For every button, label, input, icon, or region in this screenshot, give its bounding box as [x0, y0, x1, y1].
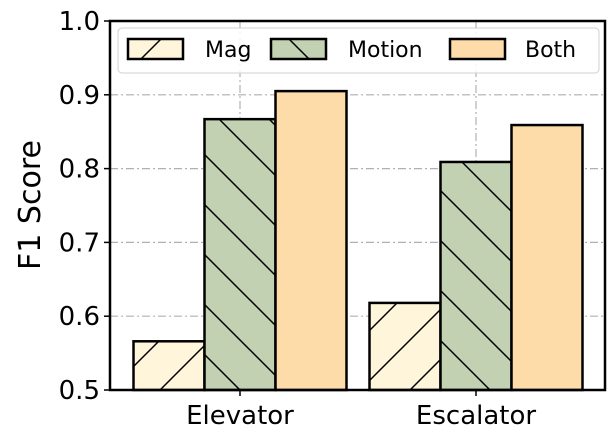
- legend-swatch-motion: [269, 37, 328, 61]
- legend-label-both: Both: [525, 38, 576, 63]
- y-axis-label: F1 Score: [13, 140, 48, 270]
- y-tick-label: 0.5: [59, 376, 100, 406]
- bar-mag-elevator: [132, 340, 206, 392]
- bar-motion-escalator: [439, 160, 513, 392]
- bars: [132, 89, 584, 392]
- bar-both-escalator: [510, 123, 584, 392]
- legend-swatch-mag: [126, 37, 185, 61]
- bar-motion-elevator: [203, 117, 277, 392]
- y-tick-label: 0.8: [59, 155, 100, 185]
- y-tick-label: 0.9: [59, 81, 100, 111]
- x-tick-label: Escalator: [416, 401, 536, 431]
- legend-swatch-both: [448, 37, 507, 61]
- y-axis-ticks: 0.5 0.6 0.7 0.8 0.9 1.0: [59, 7, 110, 406]
- x-axis-ticks: Elevator Escalator: [186, 390, 536, 431]
- y-tick-label: 0.6: [59, 302, 100, 332]
- axes-frame: [108, 19, 607, 392]
- bar-both-elevator: [274, 89, 348, 392]
- y-tick-label: 0.7: [59, 228, 100, 258]
- legend: Mag Motion Both: [117, 27, 600, 74]
- legend-label-motion: Motion: [348, 38, 423, 63]
- x-tick-label: Elevator: [186, 401, 294, 431]
- y-tick-label: 1.0: [59, 7, 100, 37]
- legend-label-mag: Mag: [205, 38, 251, 63]
- bar-mag-escalator: [368, 301, 442, 392]
